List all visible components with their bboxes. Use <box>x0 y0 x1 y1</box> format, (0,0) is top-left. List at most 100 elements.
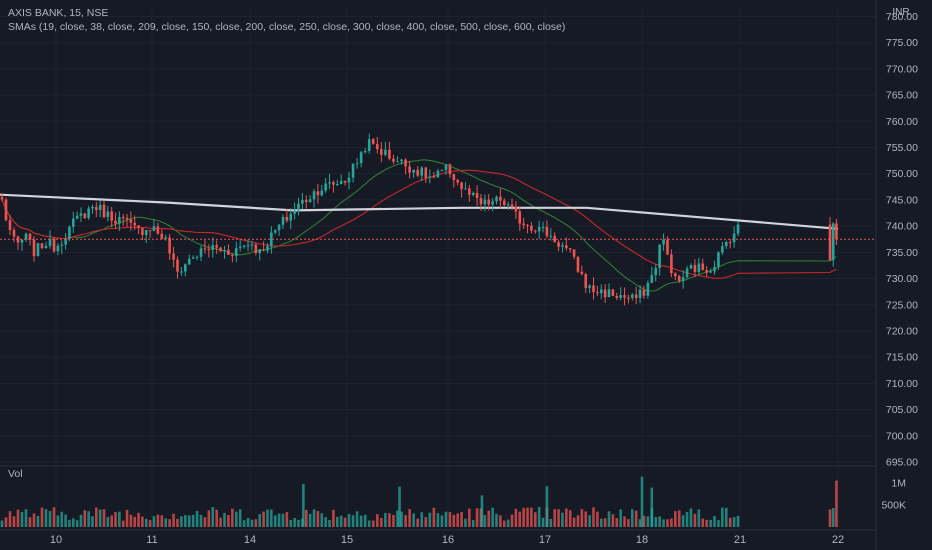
time-tick-label: 16 <box>442 534 454 546</box>
candle-body <box>831 223 835 261</box>
volume-bar <box>388 513 391 527</box>
volume-bar <box>491 507 494 527</box>
volume-bar <box>28 517 32 527</box>
candle-body <box>48 238 52 246</box>
candle-body <box>627 297 630 299</box>
volume-bar <box>468 508 471 527</box>
candle-body <box>677 276 681 281</box>
volume-bar <box>359 515 363 527</box>
volume-bar <box>4 517 8 527</box>
time-axis[interactable]: 10 11 14 15 16 17 18 21 22 <box>0 529 876 546</box>
candle-body <box>580 271 584 275</box>
volume-bar <box>650 487 654 527</box>
volume-bar <box>320 513 324 527</box>
volume-bar <box>561 512 564 527</box>
volume-bar <box>392 514 395 527</box>
candle-body <box>380 149 383 155</box>
volume-bar <box>514 508 518 527</box>
price-tick-label: 760.00 <box>886 116 918 128</box>
candle-body <box>293 210 296 214</box>
time-tick-label: 10 <box>50 534 62 546</box>
volume-bar <box>133 516 137 527</box>
volume-bar <box>343 517 347 527</box>
candle-body <box>320 190 324 196</box>
candles <box>0 133 838 306</box>
volume-bar <box>60 511 64 527</box>
volume-bar <box>518 511 522 527</box>
volume-bar <box>408 509 411 527</box>
volume-bar <box>588 515 591 527</box>
volume-bar <box>289 519 293 527</box>
volume-bar <box>215 509 218 527</box>
volume-bar <box>152 516 156 527</box>
volume-bar <box>534 512 537 527</box>
volume-bar <box>141 516 144 527</box>
volume-bar <box>339 515 343 527</box>
volume-bar <box>384 512 387 527</box>
volume-bar <box>106 517 110 527</box>
volume-bar <box>545 486 549 527</box>
volume-bar <box>223 512 226 527</box>
volume-bar <box>95 507 98 527</box>
candle-body <box>273 230 277 233</box>
candle-body <box>234 248 238 257</box>
candle-body <box>75 215 79 219</box>
price-tick-label: 740.00 <box>886 221 918 233</box>
volume-bar <box>732 517 736 527</box>
candle-body <box>176 259 179 272</box>
volume-bar <box>619 509 622 527</box>
volume-bar <box>685 511 689 527</box>
candle-body <box>168 237 171 254</box>
volume-bar <box>258 514 261 527</box>
price-axis[interactable]: 780.00 775.00 770.00 765.00 760.00 755.00 750.… <box>875 0 918 550</box>
volume-bar <box>638 519 642 527</box>
volume-bar <box>71 518 75 527</box>
volume-bar <box>471 520 475 527</box>
candle-body <box>359 152 363 164</box>
candle-body <box>114 220 117 224</box>
candle-body <box>701 263 705 271</box>
volume-bar <box>495 513 498 527</box>
candle-body <box>56 245 60 252</box>
sma-line <box>1 169 837 279</box>
indicator-legend[interactable]: SMAs (19, close, 38, close, 209, close, … <box>8 21 565 33</box>
volume-bar <box>24 509 28 527</box>
candle-body <box>180 271 183 273</box>
candle-body <box>187 258 191 265</box>
candle-body <box>499 196 502 201</box>
volume-bar <box>316 511 320 527</box>
candle-body <box>246 245 250 247</box>
volume-bar <box>64 514 67 527</box>
volume-bar <box>347 513 351 527</box>
candle-body <box>137 225 140 229</box>
volume-bar <box>526 507 529 527</box>
volume-bar <box>721 507 724 527</box>
candle-body <box>464 188 467 190</box>
volume-bar <box>553 509 556 527</box>
volume-bar <box>234 511 238 527</box>
candle-body <box>545 226 549 237</box>
candle-body <box>483 199 487 205</box>
candle-body <box>125 218 129 220</box>
candle-body <box>195 256 199 258</box>
candle-body <box>36 243 40 257</box>
candle-body <box>736 224 740 234</box>
candle-body <box>301 199 304 204</box>
candle-body <box>705 270 708 273</box>
candle-body <box>615 295 619 298</box>
candle-body <box>424 167 428 178</box>
candle-body <box>332 182 335 185</box>
volume-bar <box>246 517 250 527</box>
candle-body <box>133 222 137 226</box>
candle-body <box>495 196 498 202</box>
volume-bar <box>428 512 432 527</box>
candle-body <box>102 204 106 218</box>
volume-bar <box>91 516 94 527</box>
currency-label: INR <box>892 7 909 18</box>
candle-body <box>363 151 367 153</box>
candle-body <box>475 192 479 199</box>
volume-bar <box>654 517 658 527</box>
candle-body <box>506 204 510 206</box>
candle-body <box>262 249 265 251</box>
